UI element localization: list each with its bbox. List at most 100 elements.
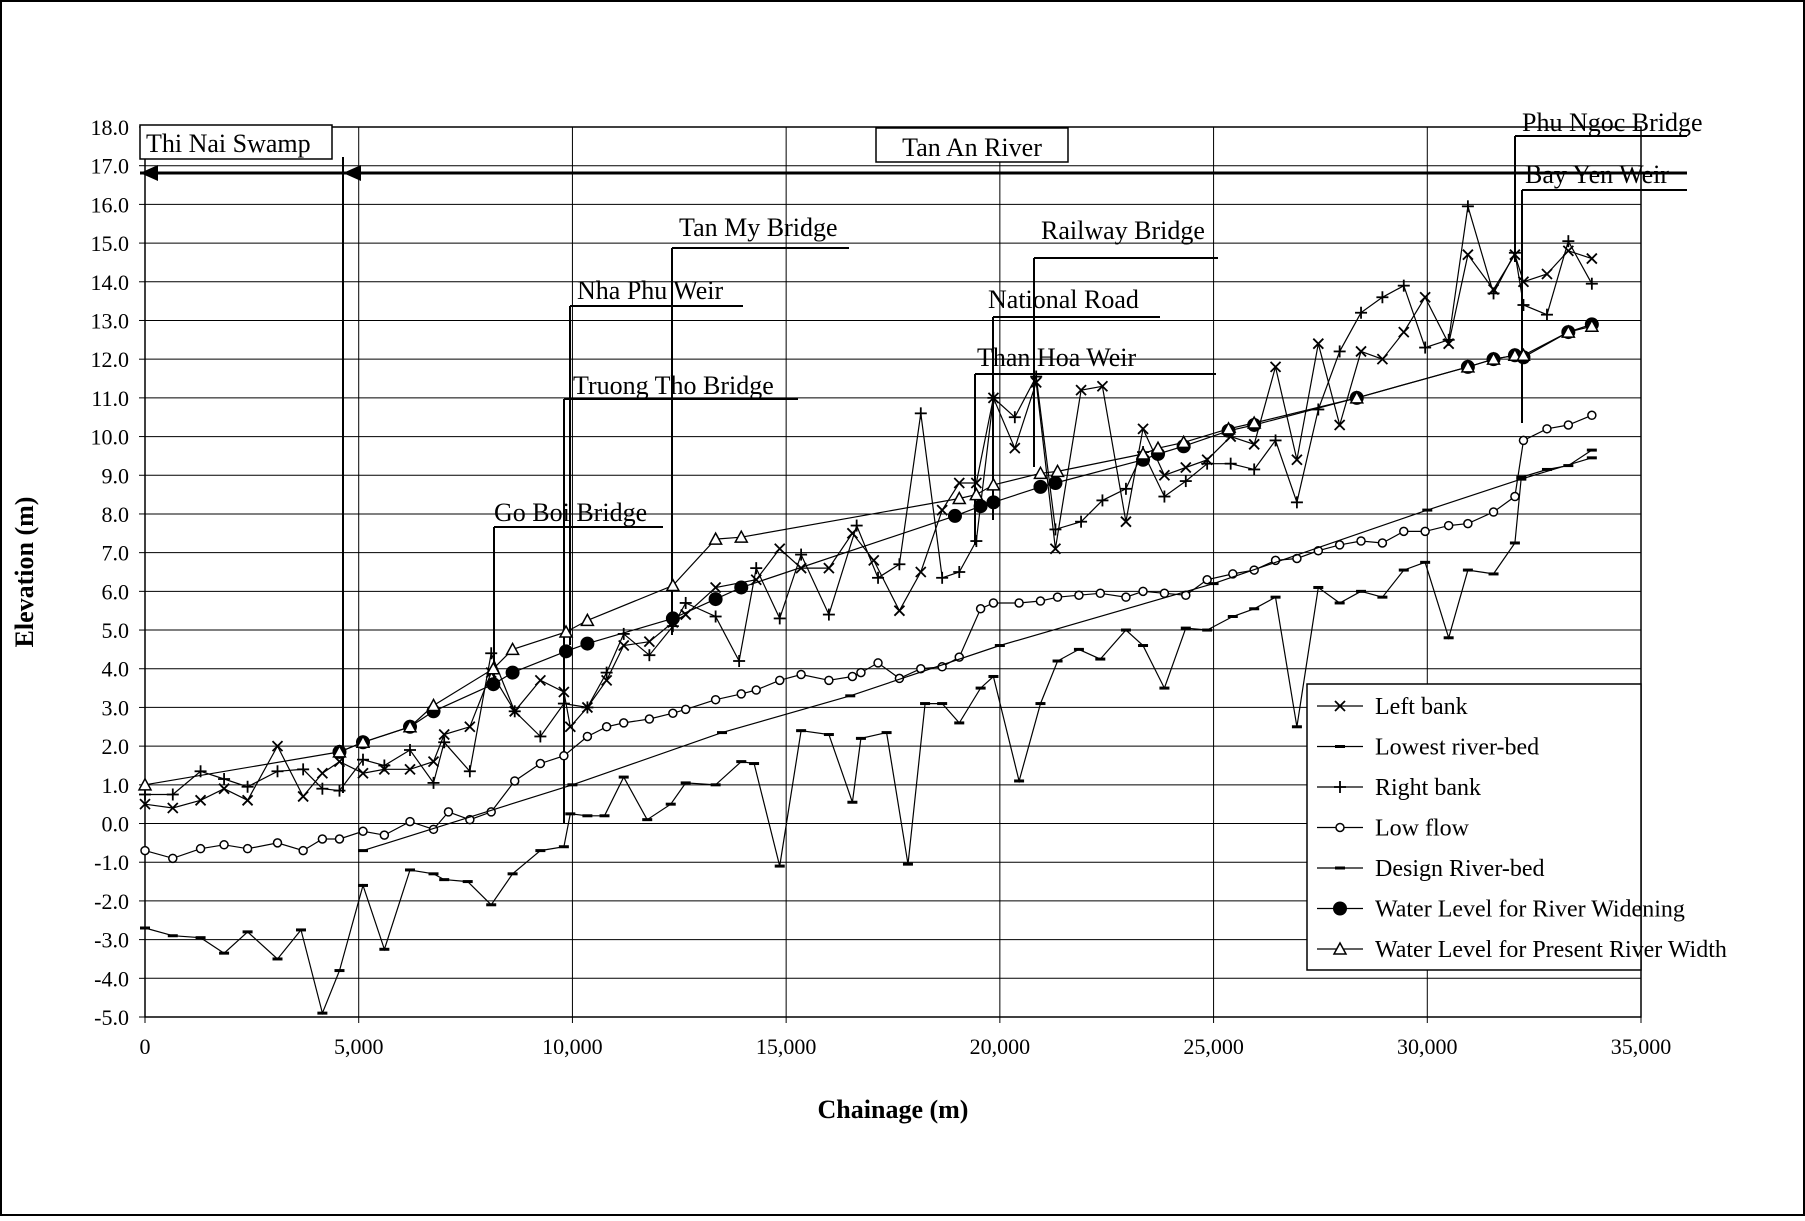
x-tick-label: 25,000	[1183, 1034, 1244, 1059]
data-point	[1074, 590, 1084, 600]
series-right-bank	[139, 200, 1598, 801]
data-point	[618, 718, 629, 728]
data-point	[1050, 463, 1065, 478]
y-tick-label: -3.0	[94, 928, 129, 953]
data-point	[1180, 461, 1192, 474]
data-point	[272, 838, 283, 848]
data-point	[558, 686, 570, 698]
y-tick-label: 5.0	[102, 618, 130, 643]
data-point	[1399, 526, 1409, 537]
legend-label: Design River-bed	[1375, 856, 1544, 882]
data-point	[1048, 476, 1063, 490]
data-point	[317, 834, 328, 844]
data-point	[823, 562, 835, 574]
y-tick-label: -1.0	[94, 850, 129, 875]
data-point	[973, 499, 988, 514]
data-point	[733, 529, 749, 543]
legend: Left bank Lowest river-bed Right bank Low f…	[1306, 683, 1727, 971]
data-point	[1335, 822, 1345, 833]
data-point	[298, 845, 308, 856]
data-point	[1518, 435, 1529, 446]
data-point	[242, 843, 253, 854]
annotation-truong-tho-bridge: Truong Tho Bridge	[563, 371, 798, 823]
data-point	[644, 714, 655, 724]
x-tick-label: 15,000	[756, 1034, 817, 1059]
data-point	[139, 798, 151, 810]
annotation-label: Tan My Bridge	[679, 213, 838, 242]
legend-label: Low flow	[1375, 816, 1470, 842]
annotation-label: Thi Nai Swamp	[146, 129, 311, 158]
data-point	[1587, 410, 1597, 421]
y-tick-label: 7.0	[102, 541, 130, 566]
y-tick-label: 3.0	[102, 695, 130, 720]
data-point	[1138, 586, 1148, 597]
data-point	[1443, 520, 1454, 531]
data-point	[194, 794, 207, 806]
data-point	[355, 734, 371, 749]
x-axis-ticks: 0 5,000 10,000 15,000 20,000 25,000 30,000 35,0…	[140, 1017, 1671, 1059]
data-point	[1510, 491, 1520, 502]
data-point	[601, 722, 612, 732]
data-point	[1334, 419, 1346, 431]
x-tick-label: 10,000	[542, 1034, 603, 1059]
annotation-nha-phu-weir: Nha Phu Weir	[569, 276, 743, 645]
data-point	[1150, 440, 1166, 454]
data-point	[1120, 516, 1132, 528]
data-point	[868, 554, 880, 567]
data-point	[751, 685, 761, 695]
data-point	[986, 495, 1001, 510]
data-point	[1014, 598, 1024, 608]
extent-arrows	[140, 165, 1687, 181]
legend-item: Right bank	[1317, 775, 1481, 801]
data-point	[505, 641, 520, 656]
y-tick-label: 2.0	[102, 734, 130, 759]
series-lowest-river-bed	[140, 448, 1597, 1016]
legend-item: Water Level for River Widening	[1317, 897, 1685, 923]
tan-an-arrowhead	[343, 165, 361, 181]
data-point	[402, 719, 418, 733]
data-point	[951, 490, 967, 505]
y-tick-label: 14.0	[91, 270, 130, 295]
x-tick-label: 0	[140, 1034, 151, 1059]
data-point	[1159, 588, 1170, 599]
data-point	[1158, 469, 1171, 481]
legend-label: Water Level for Present River Width	[1375, 937, 1727, 963]
data-point	[708, 592, 723, 607]
data-point	[873, 658, 883, 668]
data-point	[137, 777, 153, 791]
annotation-railway-bridge: Railway Bridge	[1033, 216, 1218, 467]
data-point	[618, 639, 630, 652]
legend-item: Water Level for Present River Width	[1317, 937, 1727, 963]
data-point	[1033, 465, 1048, 480]
annotation-tan-my-bridge: Tan My Bridge	[671, 213, 849, 635]
data-point	[1095, 588, 1106, 599]
legend-item: Low flow	[1317, 816, 1470, 842]
data-point	[140, 845, 150, 856]
y-tick-label: 10.0	[91, 425, 130, 450]
thi-nai-arrowhead	[140, 165, 158, 181]
data-point	[1488, 507, 1499, 517]
data-point	[1584, 318, 1600, 333]
data-point	[167, 802, 179, 814]
y-tick-label: 9.0	[102, 463, 130, 488]
data-point	[1075, 384, 1087, 396]
data-point	[1291, 454, 1303, 466]
data-point	[534, 674, 547, 686]
data-point	[509, 776, 520, 786]
x-axis-label: Chainage (m)	[818, 1095, 969, 1124]
data-point	[426, 697, 441, 712]
data-point	[954, 652, 965, 662]
data-point	[1420, 526, 1430, 537]
y-tick-label: 18.0	[91, 115, 130, 140]
y-axis-label: Elevation (m)	[10, 497, 39, 648]
data-point	[427, 755, 440, 768]
data-point	[1121, 592, 1131, 602]
annotation-national-road: National Road	[988, 285, 1160, 520]
annotation-label: Nha Phu Weir	[577, 276, 724, 305]
series-design-river-bed	[357, 456, 1597, 853]
legend-item: Lowest river-bed	[1317, 735, 1539, 761]
data-point	[953, 477, 965, 489]
data-point	[558, 624, 574, 638]
legend-item: Left bank	[1317, 694, 1468, 720]
